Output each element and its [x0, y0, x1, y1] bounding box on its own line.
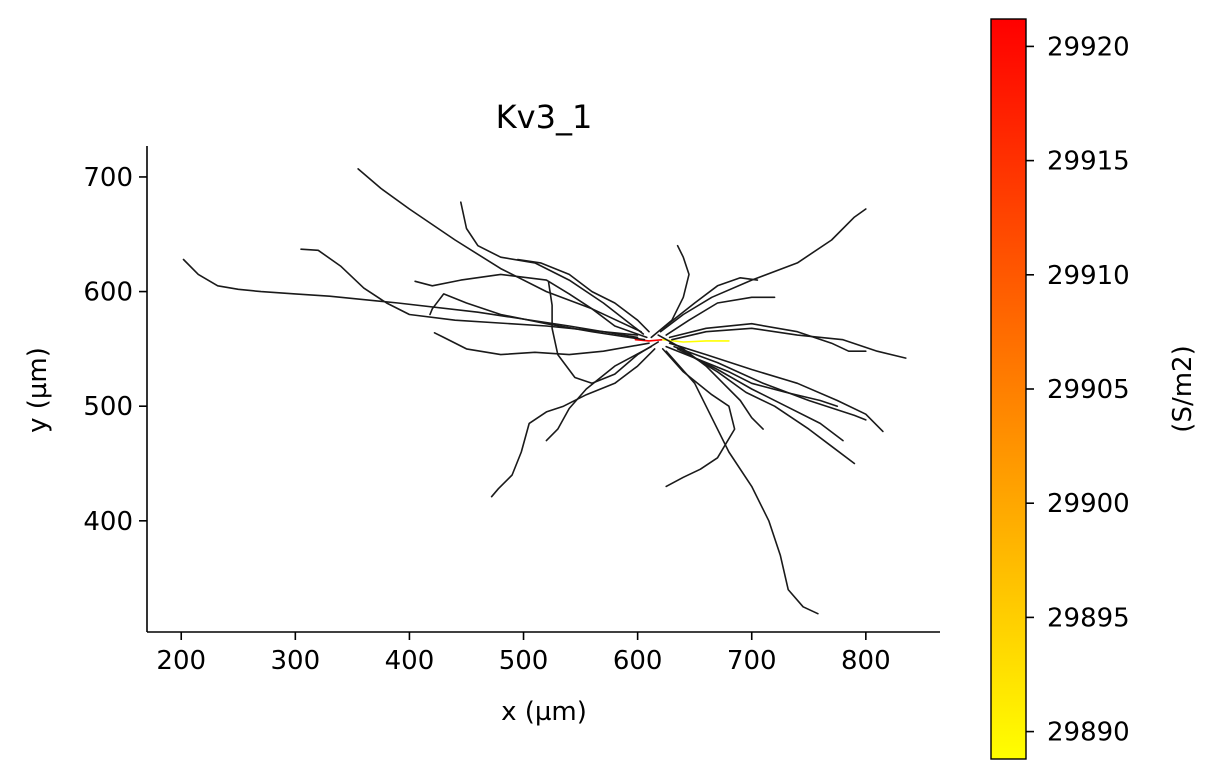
- colorbar-tick-label: 29900: [1047, 489, 1130, 519]
- y-tick-label: 400: [83, 507, 133, 537]
- dendrite-trace: [665, 350, 819, 615]
- dendrite-trace: [668, 342, 884, 433]
- dendrite-trace: [657, 334, 764, 430]
- colorbar-tick-label: 29890: [1047, 718, 1130, 748]
- dendrite-trace: [429, 293, 646, 341]
- colorbar-ticks: 29890 29895 29900 29905 29910 29915 29920: [1026, 32, 1130, 748]
- x-tick-label: 800: [841, 646, 891, 676]
- dendrite-trace: [661, 338, 730, 343]
- colorbar: 29890 29895 29900 29905 29910 29915 29920 (S/m…: [990, 18, 1198, 760]
- chart-title: Kv3_1: [496, 98, 593, 136]
- x-tick-label: 700: [727, 646, 777, 676]
- x-tick-label: 400: [385, 646, 435, 676]
- dendrite-trace: [490, 348, 656, 498]
- morphology-traces: [182, 168, 907, 615]
- y-tick-label: 500: [83, 392, 133, 422]
- colorbar-tick-label: 29920: [1047, 32, 1130, 62]
- dendrite-trace: [547, 281, 659, 385]
- colorbar-gradient: [990, 18, 1027, 760]
- dendrite-trace: [414, 273, 648, 339]
- colorbar-tick-label: 29895: [1047, 603, 1130, 633]
- y-tick-label: 600: [83, 278, 133, 308]
- colorbar-tick-label: 29905: [1047, 375, 1130, 405]
- x-axis-label: x (µm): [501, 697, 587, 727]
- colorbar-label: (S/m2): [1168, 345, 1198, 432]
- plot-area: 200 300 400 500 600 700 800 400 500 600 700: [83, 146, 940, 676]
- x-tick-label: 300: [271, 646, 321, 676]
- y-axis-ticks: 400 500 600 700: [83, 163, 147, 537]
- dendrite-trace: [300, 248, 639, 336]
- dendrite-trace: [433, 332, 650, 356]
- dendrite-trace: [661, 277, 759, 330]
- dendrite-trace: [668, 322, 867, 352]
- dendrite-trace: [671, 327, 907, 359]
- dendrite-trace: [673, 345, 867, 421]
- dendrite-trace: [665, 296, 776, 336]
- dendrite-trace: [650, 244, 690, 339]
- y-axis-label: y (µm): [23, 347, 53, 433]
- dendrite-trace: [676, 348, 844, 442]
- dendrite-trace: [661, 348, 736, 488]
- dendrite-trace: [357, 168, 642, 333]
- dendrite-trace: [517, 258, 650, 333]
- colorbar-tick-label: 29915: [1047, 147, 1130, 177]
- dendrite-trace: [682, 350, 856, 465]
- colorbar-tick-label: 29910: [1047, 261, 1130, 291]
- x-tick-label: 200: [156, 646, 206, 676]
- dendrite-trace: [659, 208, 867, 333]
- x-axis-ticks: 200 300 400 500 600 700 800: [156, 632, 891, 676]
- dendrite-trace: [182, 258, 639, 339]
- x-tick-label: 600: [613, 646, 663, 676]
- dendrite-trace: [634, 338, 664, 342]
- x-tick-label: 500: [499, 646, 549, 676]
- y-tick-label: 700: [83, 163, 133, 193]
